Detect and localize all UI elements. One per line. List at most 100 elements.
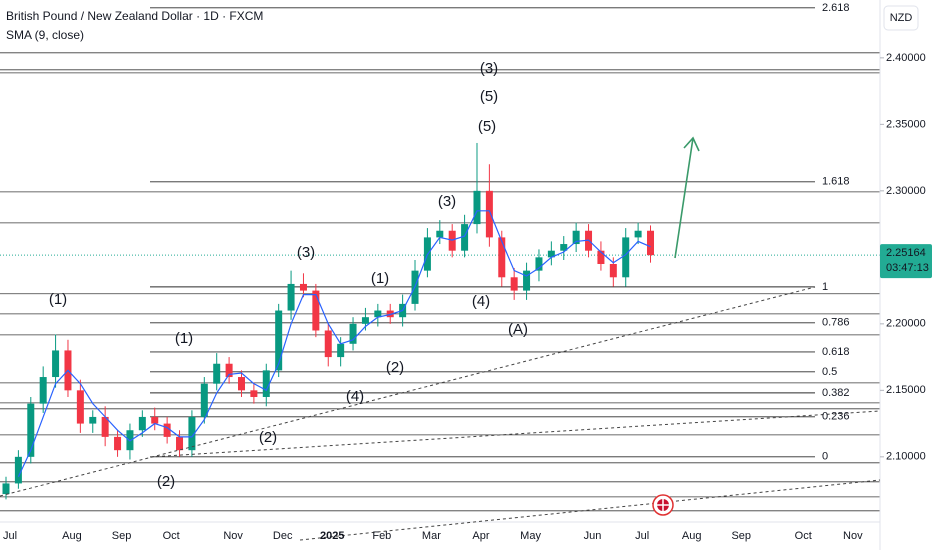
x-tick-label: Feb <box>372 530 391 542</box>
last-price-tag <box>880 244 932 279</box>
wave-label: (3) <box>297 244 315 261</box>
x-tick-label: Sep <box>112 530 132 542</box>
candle-body <box>39 377 47 404</box>
wave-label: (1) <box>49 291 67 308</box>
fib-label: 0.236 <box>822 411 850 423</box>
x-tick-label: 2025 <box>320 530 344 542</box>
x-tick-label: Nov <box>843 530 863 542</box>
candle-body <box>597 250 605 264</box>
x-tick-label: Oct <box>795 530 812 542</box>
candle-body <box>572 230 580 245</box>
x-tick-label: Aug <box>682 530 702 542</box>
y-tick-label: 2.10000 <box>886 451 926 463</box>
candle-body <box>647 230 655 256</box>
candle-body <box>237 377 245 391</box>
candle-body <box>52 350 60 378</box>
chart-title: British Pound / New Zealand Dollar · 1D … <box>6 9 263 23</box>
y-tick-label: 2.40000 <box>886 52 926 64</box>
candle-body <box>485 190 493 238</box>
candle-body <box>609 263 617 278</box>
wave-label: (5) <box>480 88 498 105</box>
candle-body <box>634 230 642 238</box>
currency-button[interactable] <box>883 5 919 31</box>
candle-body <box>200 383 208 417</box>
wave-label: (2) <box>386 359 404 376</box>
candle-body <box>27 403 35 457</box>
fib-label: 0.382 <box>822 387 850 399</box>
candle-body <box>114 436 122 451</box>
flag-icon <box>652 494 674 516</box>
candle-body <box>523 270 531 291</box>
y-tick-label: 2.30000 <box>886 185 926 197</box>
wave-label: (A) <box>508 321 528 338</box>
candle-body <box>510 277 518 291</box>
forecast-arrow <box>674 136 700 259</box>
candle-body <box>473 190 481 225</box>
fib-label: 1 <box>822 281 828 293</box>
candle-body <box>535 257 543 271</box>
candle-body <box>547 250 555 258</box>
wave-label: (4) <box>346 388 364 405</box>
candle-body <box>349 323 357 344</box>
x-tick-label: Jun <box>584 530 602 542</box>
candle-body <box>2 483 10 495</box>
candle-body <box>275 310 283 371</box>
candle-body <box>374 310 382 318</box>
candle-body <box>250 390 258 397</box>
x-tick-label: Nov <box>223 530 243 542</box>
plot-area <box>0 7 880 512</box>
wave-label: (3) <box>438 193 456 210</box>
indicator-name: SMA (9, close) <box>6 28 84 42</box>
x-tick-label: Jul <box>3 530 17 542</box>
candle-body <box>361 317 369 324</box>
y-tick-label: 2.35000 <box>886 118 926 130</box>
candle-body <box>461 224 469 251</box>
x-tick-label: Oct <box>163 530 180 542</box>
candle-body <box>436 230 444 238</box>
candle-body <box>337 343 345 358</box>
x-tick-label: Jul <box>635 530 649 542</box>
candle-body <box>622 237 630 278</box>
candle-body <box>287 283 295 311</box>
candle-body <box>262 370 270 397</box>
last-price-label: 2.25164 <box>886 247 926 259</box>
x-tick-label: Sep <box>731 530 751 542</box>
fib-label: 2.618 <box>822 2 850 14</box>
wave-label: (3) <box>480 60 498 77</box>
candle-body <box>225 363 233 378</box>
wave-label: (4) <box>472 293 490 310</box>
candle-body <box>76 390 84 424</box>
trend-line <box>0 286 816 497</box>
sma-line <box>17 210 651 478</box>
candle-body <box>14 456 22 484</box>
candle-body <box>151 416 159 424</box>
candle-body <box>188 416 196 451</box>
wave-label: (2) <box>259 429 277 446</box>
candle-body <box>138 416 146 431</box>
countdown-label: 03:47:13 <box>886 262 929 274</box>
x-tick-label: Aug <box>62 530 82 542</box>
x-tick-label: May <box>520 530 541 542</box>
candle-body <box>213 363 221 384</box>
wave-label: (1) <box>175 330 193 347</box>
fib-label: 1.618 <box>822 176 850 188</box>
trend-line <box>299 479 881 541</box>
candle-body <box>89 416 97 424</box>
candle-body <box>299 283 307 291</box>
candle-body <box>498 237 506 278</box>
candle-body <box>312 290 320 331</box>
x-tick-label: Mar <box>422 530 441 542</box>
fib-label: 0.5 <box>822 366 837 378</box>
candle-body <box>176 436 184 451</box>
candle-body <box>101 416 109 437</box>
y-tick-label: 2.20000 <box>886 318 926 330</box>
candle-body <box>324 330 332 358</box>
wave-label: (1) <box>371 270 389 287</box>
candle-body <box>163 423 171 437</box>
candle-body <box>560 244 568 251</box>
trend-line <box>149 410 881 458</box>
x-tick-label: Dec <box>273 530 293 542</box>
fib-label: 0.786 <box>822 317 850 329</box>
